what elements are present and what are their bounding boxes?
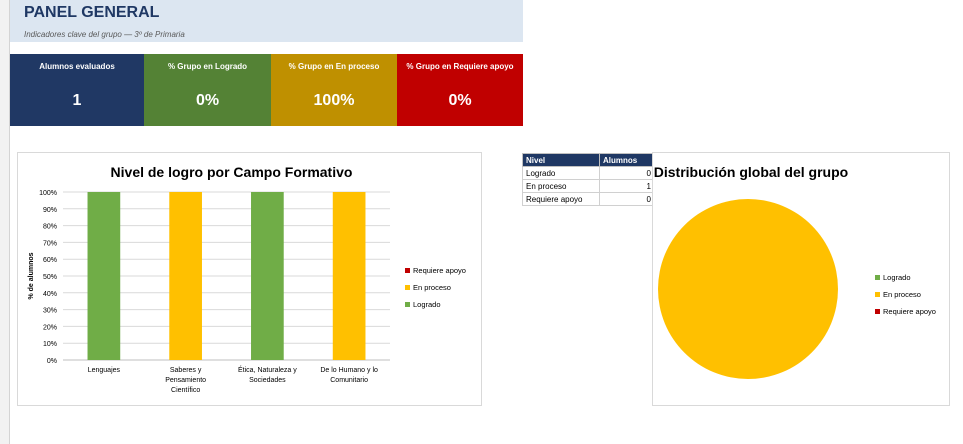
legend-label: Requiere apoyo: [413, 266, 466, 275]
row-header-strip: [0, 0, 10, 444]
pie-chart-panel[interactable]: Distribución global del grupo Logrado En p…: [652, 152, 950, 406]
y-tick-label: 40%: [43, 291, 57, 298]
table-cell-alumnos[interactable]: 0: [599, 166, 655, 180]
page-subtitle: Indicadores clave del grupo — 3º de Prim…: [24, 30, 185, 39]
y-tick-label: 100%: [39, 190, 57, 197]
kpi-value: 0%: [448, 92, 472, 109]
x-tick-label: Comunitario: [330, 377, 368, 384]
y-tick-label: 20%: [43, 324, 57, 331]
table-header-nivel: Nivel: [522, 153, 600, 167]
bar-logrado: [251, 192, 284, 360]
y-tick-label: 10%: [43, 341, 57, 348]
table-row: En proceso 1: [522, 179, 655, 193]
y-tick-label: 70%: [43, 240, 57, 247]
kpi-value: 100%: [313, 92, 355, 109]
chart-title: Distribución global del grupo: [654, 164, 848, 180]
bar-logrado: [87, 192, 121, 360]
bar-chart: Nivel de logro por Campo Formativo % de a…: [28, 164, 466, 394]
kpi-label: % Grupo en Logrado: [167, 62, 248, 71]
legend-label: En proceso: [883, 290, 921, 299]
bar-en-proceso: [332, 192, 366, 360]
table-cell-nivel[interactable]: Logrado: [522, 166, 600, 180]
kpi-label: Alumnos evaluados: [39, 62, 115, 71]
table-cell-alumnos[interactable]: 0: [599, 192, 655, 206]
legend-swatch: [875, 309, 880, 314]
y-tick-label: 90%: [43, 207, 57, 214]
kpi-card-alumnos-evaluados: Alumnos evaluados 1: [10, 54, 144, 126]
legend-swatch: [875, 292, 880, 297]
table-header-alumnos: Alumnos: [599, 153, 655, 167]
kpi-value: 1: [72, 92, 82, 109]
table-cell-nivel[interactable]: Requiere apoyo: [522, 192, 600, 206]
legend-swatch: [875, 275, 880, 280]
summary-table: Nivel Alumnos Logrado 0 En proceso 1 Req…: [522, 153, 655, 206]
legend-swatch: [405, 268, 410, 273]
y-tick-label: 80%: [43, 224, 57, 231]
kpi-card-requiere-apoyo: % Grupo en Requiere apoyo 0%: [397, 54, 523, 126]
kpi-card-logrado: % Grupo en Logrado 0%: [144, 54, 271, 126]
kpi-value: 0%: [195, 92, 220, 109]
kpi-card-en-proceso: % Grupo en En proceso 100%: [271, 54, 397, 126]
legend-label: Requiere apoyo: [883, 307, 936, 316]
legend-swatch: [405, 285, 410, 290]
legend-swatch: [405, 302, 410, 307]
table-cell-alumnos[interactable]: 1: [599, 179, 655, 193]
kpi-label: % Grupo en Requiere apoyo: [406, 62, 514, 71]
page-title: PANEL GENERAL: [24, 4, 160, 21]
bar-chart-panel[interactable]: Nivel de logro por Campo Formativo % de a…: [17, 152, 482, 406]
x-tick-label: De lo Humano y lo: [320, 367, 378, 374]
legend-label: Logrado: [883, 273, 911, 282]
x-tick-label: Ética, Naturaleza y: [238, 365, 297, 374]
table-cell-nivel[interactable]: En proceso: [522, 179, 600, 193]
x-tick-label: Pensamiento: [165, 377, 206, 384]
y-tick-label: 50%: [43, 274, 57, 281]
pie-slice-en-proceso: [658, 199, 838, 379]
y-tick-label: 60%: [43, 257, 57, 264]
chart-title: Nivel de logro por Campo Formativo: [111, 164, 353, 180]
y-tick-label: 30%: [43, 308, 57, 315]
bar-en-proceso: [169, 192, 202, 360]
x-tick-label: Científico: [171, 387, 200, 394]
x-tick-label: Saberes y: [170, 367, 202, 374]
y-tick-label: 0%: [47, 358, 57, 365]
x-tick-label: Lenguajes: [88, 367, 121, 374]
y-axis-label: % de alumnos: [28, 252, 35, 299]
title-band: PANEL GENERAL Indicadores clave del grup…: [10, 0, 523, 42]
table-row: Logrado 0: [522, 166, 655, 180]
x-tick-label: Sociedades: [249, 377, 286, 384]
table-row: Requiere apoyo 0: [522, 192, 655, 206]
kpi-label: % Grupo en En proceso: [288, 62, 380, 71]
pie-chart: Distribución global del grupo Logrado En p…: [654, 164, 936, 379]
legend-label: Logrado: [413, 300, 441, 309]
legend-label: En proceso: [413, 283, 451, 292]
